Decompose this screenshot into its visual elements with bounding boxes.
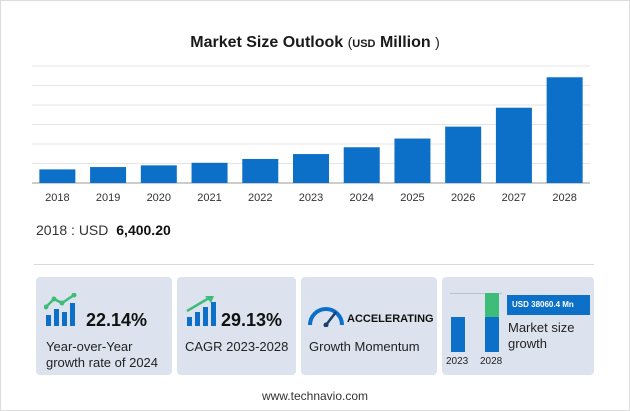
title-scale: Million (379, 34, 431, 51)
growth-badge-value: 38060.4 Mn (531, 300, 574, 309)
mini-bar-2028-base (485, 317, 499, 352)
x-tick-label: 2028 (552, 192, 576, 204)
mini-year-end: 2028 (480, 356, 503, 367)
growth-label-line1: Market size (508, 320, 575, 335)
mini-year-start: 2023 (446, 356, 469, 367)
x-tick-label: 2027 (502, 192, 526, 204)
chart-title: Market Size Outlook (USD Million ) (0, 34, 630, 52)
bar-2027 (495, 107, 532, 183)
growth-bars-icon (44, 293, 77, 326)
mini-bar-2028-growth (485, 293, 499, 317)
x-tick-label: 2024 (349, 192, 373, 204)
growth-badge-unit: USD (512, 300, 529, 309)
bar-2025 (394, 138, 431, 183)
growth-label-line2: growth (508, 336, 548, 351)
bar-2023 (293, 154, 329, 183)
bar-2028 (546, 77, 583, 183)
divider (34, 264, 594, 265)
growth-label: Market size growth (508, 320, 574, 352)
growth-badge: USD 38060.4 Mn (507, 295, 590, 315)
title-open-paren: ( (347, 34, 353, 50)
x-tick-label: 2018 (45, 192, 69, 204)
mini-chart-top-line (450, 293, 502, 294)
yoy-label-line2: growth rate of 2024 (46, 355, 159, 370)
bar-2018 (39, 169, 76, 183)
x-tick-label: 2019 (96, 192, 120, 204)
footer-url: www.technavio.com (261, 389, 369, 403)
momentum-card: ACCELERATING Growth Momentum (301, 277, 437, 375)
cagr-label: CAGR 2023-2028 (185, 339, 289, 354)
base-year-label: 2018 : USD (36, 222, 109, 238)
momentum-value: ACCELERATING (347, 313, 434, 325)
bar-2022 (242, 158, 279, 183)
momentum-label: Growth Momentum (309, 339, 420, 354)
x-tick-label: 2025 (400, 192, 424, 204)
trend-up-icon (186, 296, 216, 326)
x-tick-label: 2023 (299, 192, 323, 204)
bar-2019 (90, 167, 127, 183)
x-tick-label: 2026 (451, 192, 475, 204)
base-year-amount: 6,400.20 (116, 222, 171, 238)
title-close-paren: ) (435, 34, 440, 50)
bar-2021 (191, 162, 228, 183)
x-tick-label: 2021 (197, 192, 221, 204)
bar-2020 (140, 165, 177, 183)
bar-2026 (445, 126, 482, 183)
bar-chart: 2018 2019 2020 2021 2022 2023 2024 2025 2026 2027… (32, 65, 590, 204)
x-tick-label: 2022 (248, 192, 272, 204)
growth-card: 2023 2028 USD 38060.4 Mn Market size gro… (442, 277, 594, 375)
bar-2024 (343, 147, 380, 183)
cagr-card: 29.13% CAGR 2023-2028 (177, 277, 296, 375)
title-unit: USD (352, 38, 376, 50)
x-tick-label: 2020 (147, 192, 171, 204)
yoy-card: 22.14% Year-over-Year growth rate of 202… (36, 277, 172, 375)
yoy-label: Year-over-Year growth rate of 2024 (46, 339, 158, 371)
yoy-label-line1: Year-over-Year (46, 339, 133, 354)
mini-bar-2023 (451, 317, 465, 352)
yoy-value: 22.14% (86, 310, 148, 330)
cagr-value: 29.13% (221, 310, 283, 330)
title-main: Market Size Outlook (190, 34, 344, 51)
base-year-value: 2018 : USD 6,400.20 (36, 222, 171, 238)
speedometer-icon (308, 307, 344, 327)
